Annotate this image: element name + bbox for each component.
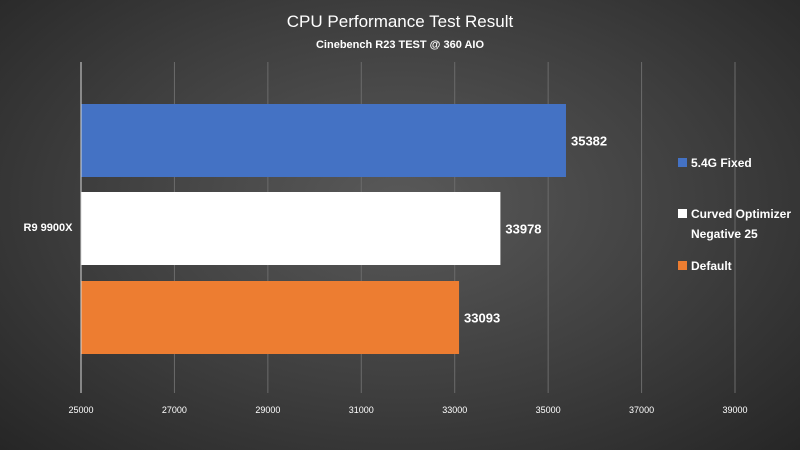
x-tick-label: 35000 (536, 405, 561, 415)
bar (81, 104, 566, 177)
chart-title: CPU Performance Test Result (287, 12, 514, 31)
legend-swatch (678, 209, 687, 218)
bar (81, 192, 501, 265)
axis: 25000 27000 29000 31000 33000 35000 37000 39000… (24, 62, 748, 415)
bars: 35382 33978 33093 (81, 104, 607, 354)
x-tick-label: 25000 (68, 405, 93, 415)
legend-label: 5.4G Fixed (691, 156, 752, 170)
legend-label: Default (691, 259, 732, 273)
x-tick-label: 37000 (629, 405, 654, 415)
bar (81, 281, 460, 354)
x-tick-label: 33000 (442, 405, 467, 415)
data-label: 33093 (464, 311, 500, 326)
y-tick-label: R9 9900X (24, 222, 74, 234)
legend-label: Curved Optimizer (691, 207, 791, 221)
chart-subtitle: Cinebench R23 TEST @ 360 AIO (316, 39, 484, 51)
x-tick-label: 29000 (255, 405, 280, 415)
legend-swatch (678, 158, 687, 167)
x-tick-label: 39000 (722, 405, 747, 415)
data-label: 33978 (505, 222, 541, 237)
data-label: 35382 (571, 134, 607, 149)
x-tick-label: 31000 (349, 405, 374, 415)
legend-label: Negative 25 (691, 227, 758, 241)
legend-swatch (678, 261, 687, 270)
x-tick-label: 27000 (162, 405, 187, 415)
legend: 5.4G Fixed Curved Optimizer Negative 25 Def… (678, 156, 791, 273)
